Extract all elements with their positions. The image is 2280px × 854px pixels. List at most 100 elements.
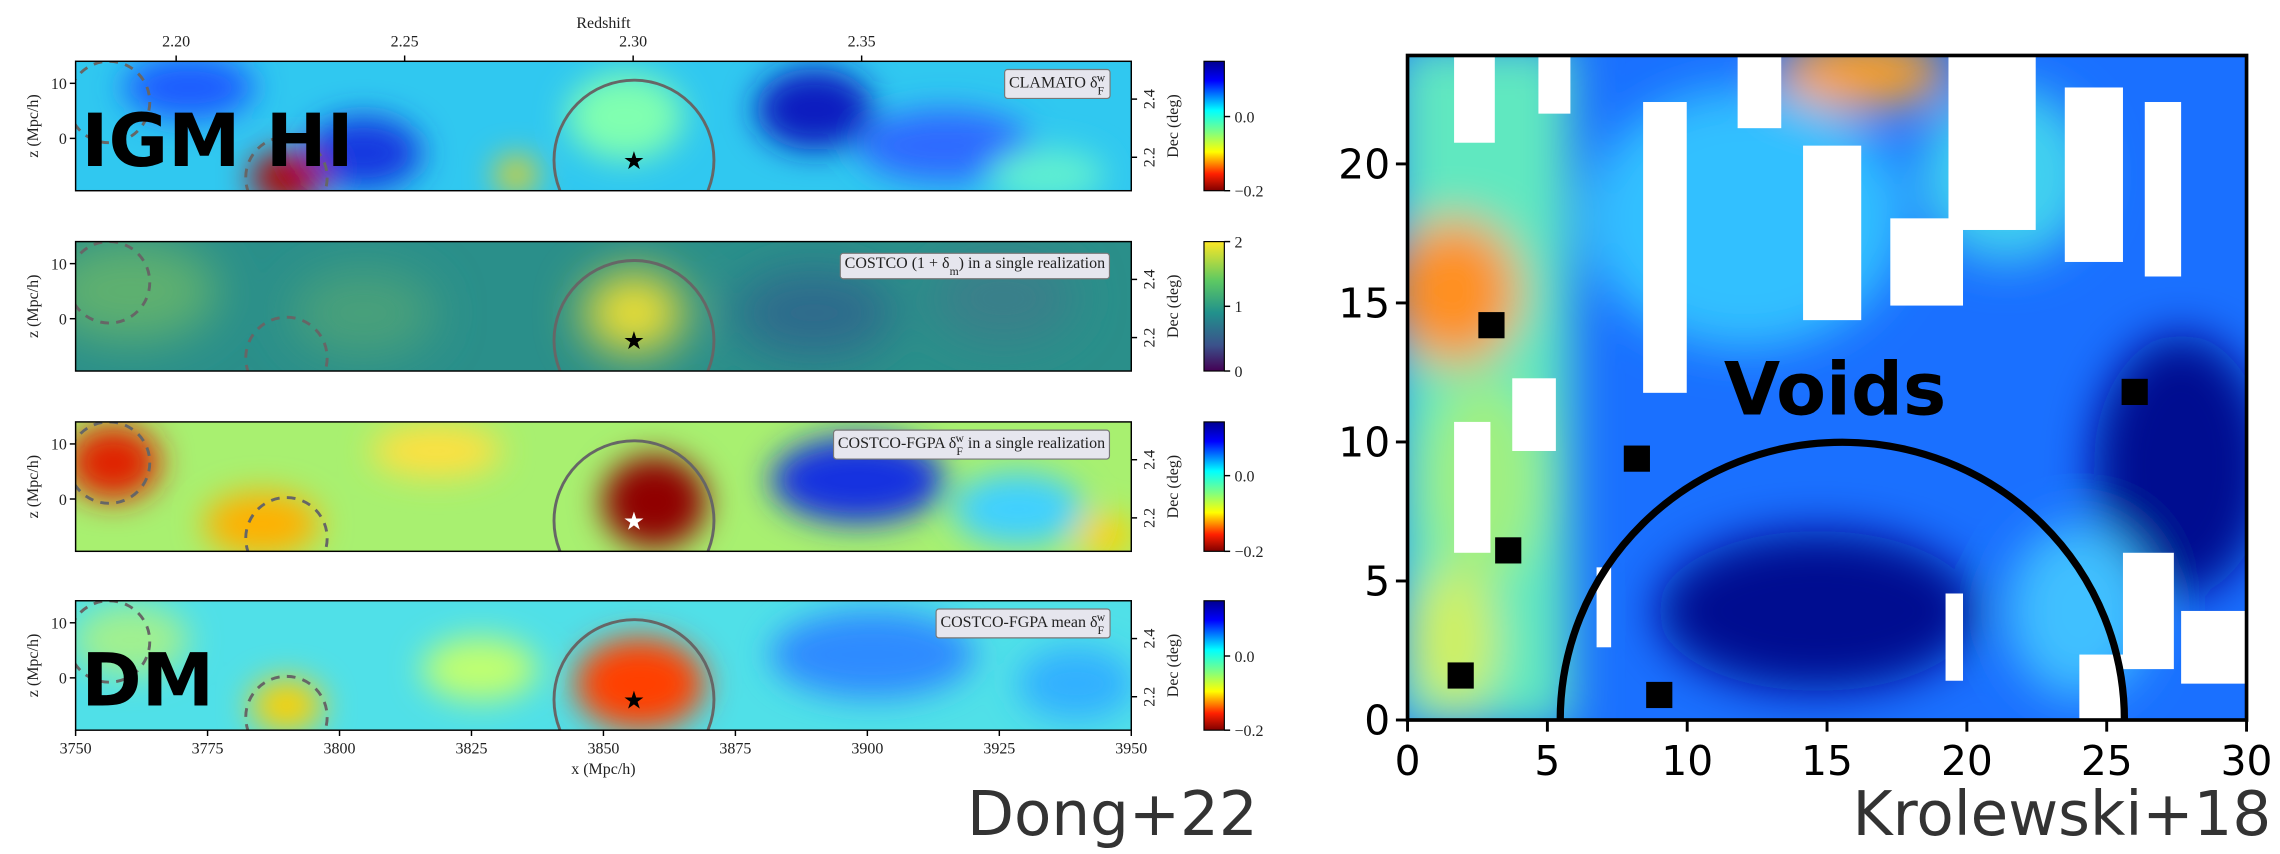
svg-text:★: ★ [623, 146, 645, 175]
panel-title: COSTCO-FGPA mean δFw [940, 610, 1105, 636]
void-arc [1556, 438, 2129, 721]
title-box [832, 429, 1111, 460]
y-tick-label: 0 [59, 312, 67, 329]
heatmap-image [75, 61, 1132, 191]
star-markers: ★ ★ ★ ★ [623, 146, 645, 714]
y2-axis-label: Dec (deg) [1165, 275, 1182, 338]
y-axis-label: z (Mpc/h) [25, 94, 42, 157]
title-part: m [950, 264, 959, 277]
x-tick-label: 25 [2081, 737, 2133, 785]
svg-text:★: ★ [623, 507, 645, 536]
heatmap-image [1407, 55, 2247, 720]
point [1447, 662, 1474, 689]
x-tick-label: 0 [1395, 737, 1421, 785]
y2-tick-label: 2.2 [1142, 687, 1159, 707]
x-tick-label: 3900 [851, 740, 883, 757]
panel-frame [74, 60, 1133, 192]
x-tick-label: 20 [1941, 737, 1993, 785]
title-part: ) in a single realization [959, 255, 1105, 272]
colorbar-tick-label: −0.2 [1235, 184, 1264, 201]
title-box [1004, 68, 1111, 100]
colorbar [1203, 60, 1225, 192]
y-tick-label: 10 [51, 76, 67, 93]
y2-tick-label: 2.4 [1142, 269, 1159, 289]
y2-tick-label: 2.4 [1142, 450, 1159, 470]
y-tick-label: 0 [1364, 697, 1390, 745]
colorbar-tick-label: −0.2 [1235, 544, 1264, 561]
point [1646, 681, 1673, 709]
svg-text:★: ★ [623, 685, 645, 714]
x-tick-label: 3875 [719, 740, 751, 757]
y-tick-label: 0 [59, 131, 67, 148]
heatmap-image [75, 241, 1132, 372]
y2-axis-label: Dec (deg) [1165, 634, 1182, 697]
title-part: w [1097, 71, 1106, 84]
x2-axis-label: Redshift [576, 15, 631, 32]
title-box [839, 252, 1111, 280]
credit: Krolewski+18 [1853, 779, 2272, 850]
point [1478, 312, 1505, 339]
x-tick-label: 5 [1534, 737, 1560, 785]
x-tick-label: 3775 [192, 740, 224, 757]
credit: Dong+22 [967, 779, 1258, 850]
title-part: COSTCO (1 + δ [845, 255, 950, 272]
x-tick-label: 30 [2221, 737, 2273, 785]
panel-title: COSTCO-FGPA δFw in a single realization [838, 432, 1105, 458]
x-tick-label: 10 [1661, 737, 1713, 785]
panel-frame [74, 240, 1133, 372]
title-part: w [1097, 610, 1106, 623]
y-tick-label: 10 [51, 616, 67, 633]
colorbar-tick-label: 0.0 [1235, 109, 1255, 126]
x2-tick-label: 2.25 [391, 34, 419, 51]
title-part: w [956, 432, 965, 445]
point [2121, 378, 2148, 405]
colorbar-tick-label: 0.0 [1235, 468, 1255, 485]
y-tick-label: 10 [1338, 418, 1390, 466]
x2-tick-label: 2.35 [848, 34, 876, 51]
title-part: COSTCO-FGPA mean δ [940, 614, 1097, 631]
y-tick-label: 15 [1338, 279, 1390, 327]
y2-axis-label: Dec (deg) [1165, 455, 1182, 518]
colorbar [1203, 241, 1225, 372]
title-part: in a single realization [964, 435, 1105, 452]
x2-tick-label: 2.30 [619, 34, 647, 51]
protocluster-markers [75, 61, 716, 731]
y-axis-label: z (Mpc/h) [25, 275, 42, 338]
y-tick-label: 5 [1364, 558, 1390, 606]
colorbar-tick-label: 0.0 [1235, 649, 1255, 666]
svg-text:★: ★ [623, 326, 645, 355]
annotation: IGM HI [81, 100, 353, 184]
title-box [935, 608, 1111, 639]
point [1495, 537, 1522, 564]
panel-title: COSTCO (1 + δm) in a single realization [845, 255, 1105, 278]
title-part: CLAMATO δ [1009, 74, 1098, 91]
x-tick-label: 3825 [456, 740, 488, 757]
y-tick-label: 0 [59, 492, 67, 509]
y2-axis-label: Dec (deg) [1165, 94, 1182, 157]
x-tick-label: 3800 [324, 740, 356, 757]
point [1623, 445, 1650, 472]
y2-tick-label: 2.2 [1142, 147, 1159, 167]
x2-tick-label: 2.20 [162, 34, 190, 51]
x-tick-label: 3750 [60, 740, 92, 757]
x-tick-label: 3850 [587, 740, 619, 757]
x-tick-label: 3925 [983, 740, 1015, 757]
y-axis-label: z (Mpc/h) [25, 455, 42, 518]
colorbar-tick-label: 2 [1235, 234, 1243, 251]
title-part: F [956, 445, 963, 458]
panel-title: CLAMATO δFw [1009, 71, 1106, 97]
x-tick-label: 3950 [1115, 740, 1147, 757]
x-axis-label: x (Mpc/h) [571, 761, 635, 778]
annotation: Voids [1724, 349, 1946, 433]
heatmap-image [75, 421, 1132, 552]
colorbar [1203, 600, 1225, 731]
title-part: F [1097, 84, 1104, 97]
colorbar-tick-label: 1 [1235, 299, 1243, 316]
colorbar [1203, 421, 1225, 552]
y-tick-label: 10 [51, 437, 67, 454]
panel-frame [74, 421, 1133, 553]
x-tick-label: 15 [1801, 737, 1853, 785]
y-tick-label: 20 [1338, 140, 1390, 188]
